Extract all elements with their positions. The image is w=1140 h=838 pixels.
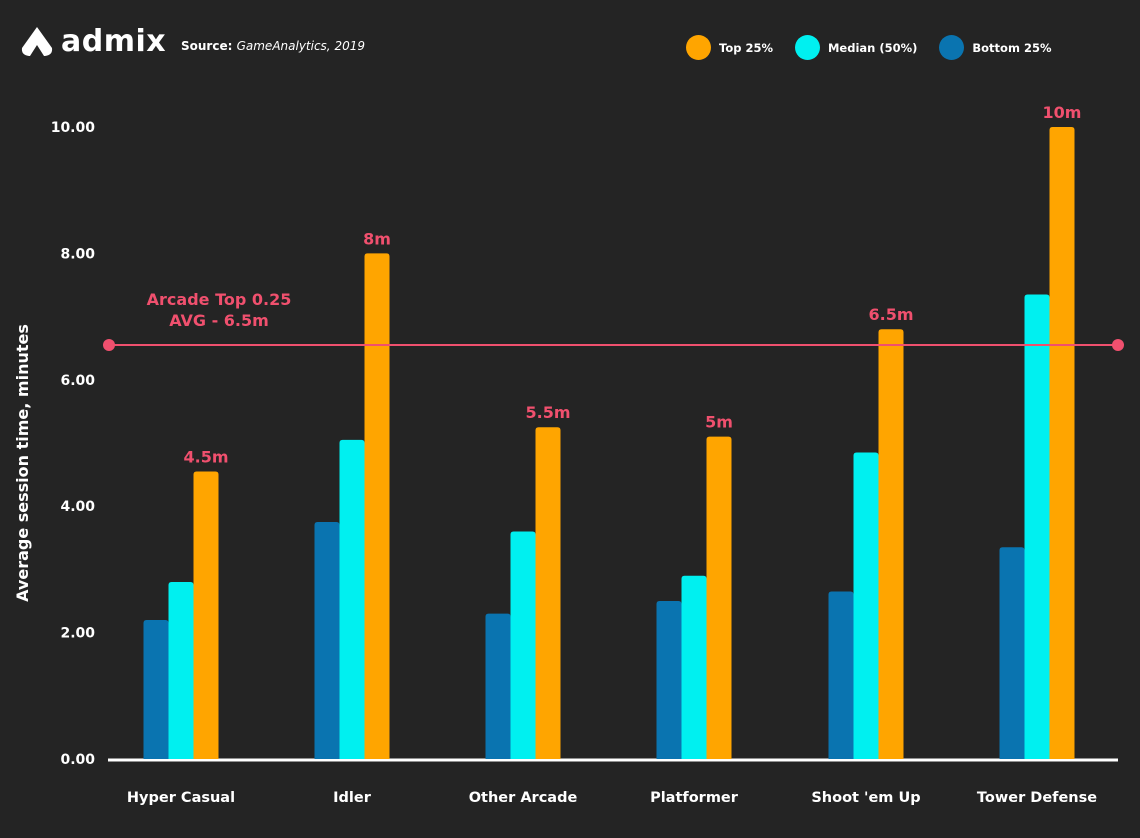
legend-swatch-top25 bbox=[686, 35, 711, 60]
bar-median bbox=[1024, 294, 1050, 759]
source-note: Source: GameAnalytics, 2019 bbox=[181, 39, 365, 53]
bar-bottom25 bbox=[143, 619, 169, 759]
y-tick-label: 10.00 bbox=[51, 120, 96, 136]
legend-swatch-bottom25 bbox=[939, 35, 965, 60]
data-label: 6.5m bbox=[868, 305, 913, 324]
data-label: 4.5m bbox=[183, 447, 228, 466]
bar-bottom25 bbox=[656, 601, 682, 759]
brand-logo: admix bbox=[20, 26, 166, 58]
x-tick-label: Tower Defense bbox=[977, 790, 1097, 806]
x-tick-label: Shoot 'em Up bbox=[811, 790, 920, 806]
legend-item-top25: Top 25% bbox=[686, 35, 773, 60]
bar-bottom25 bbox=[828, 591, 854, 759]
bar-bottom25 bbox=[999, 547, 1025, 759]
bar-median bbox=[681, 575, 707, 759]
bar-top25 bbox=[706, 436, 732, 759]
data-label: 5m bbox=[705, 413, 733, 432]
reference-line-end-dot bbox=[1112, 339, 1124, 352]
x-tick-label: Platformer bbox=[650, 790, 739, 806]
bar-top25 bbox=[364, 253, 390, 759]
bar-median bbox=[510, 531, 536, 759]
bar-median bbox=[168, 582, 194, 759]
x-tick-label: Other Arcade bbox=[469, 790, 578, 806]
data-label: 5.5m bbox=[525, 403, 570, 422]
reference-line-start-dot bbox=[103, 339, 115, 352]
y-tick-label: 6.00 bbox=[60, 373, 95, 389]
y-tick-label: 0.00 bbox=[60, 752, 95, 768]
bar-bottom25 bbox=[485, 613, 511, 759]
y-tick-label: 4.00 bbox=[60, 499, 95, 515]
reference-label-line1: Arcade Top 0.25 bbox=[147, 290, 292, 309]
legend-label-median: Median (50%) bbox=[827, 40, 918, 55]
x-tick-label: Idler bbox=[333, 790, 372, 806]
y-tick-label: 2.00 bbox=[60, 626, 95, 642]
brand-name: admix bbox=[61, 24, 167, 59]
admix-logo-icon bbox=[21, 27, 53, 56]
bar-top25 bbox=[193, 471, 219, 759]
legend-item-bottom25: Bottom 25% bbox=[939, 35, 1051, 60]
bar-median bbox=[853, 452, 879, 759]
bar-bottom25 bbox=[314, 522, 340, 759]
bar-top25 bbox=[878, 329, 904, 759]
source-prefix: Source: bbox=[181, 39, 233, 53]
data-label: 8m bbox=[363, 229, 391, 248]
data-label: 10m bbox=[1043, 103, 1082, 122]
y-axis-title: Average session time, minutes bbox=[13, 324, 32, 602]
legend-swatch-median bbox=[794, 35, 820, 60]
y-tick-label: 8.00 bbox=[60, 246, 95, 262]
x-tick-label: Hyper Casual bbox=[127, 790, 235, 806]
bar-top25 bbox=[535, 427, 561, 759]
chart-header: admix Source: GameAnalytics, 2019 Top 25… bbox=[0, 0, 1140, 90]
legend-item-median: Median (50%) bbox=[794, 35, 918, 60]
legend-label-top25: Top 25% bbox=[719, 40, 773, 55]
legend-label-bottom25: Bottom 25% bbox=[972, 40, 1052, 55]
bar-median bbox=[339, 439, 365, 759]
legend: Top 25% Median (50%) Bottom 25% bbox=[686, 35, 1073, 60]
bar-top25 bbox=[1049, 127, 1075, 759]
reference-label-line2: AVG - 6.5m bbox=[169, 311, 269, 330]
source-value: GameAnalytics, 2019 bbox=[236, 39, 365, 53]
